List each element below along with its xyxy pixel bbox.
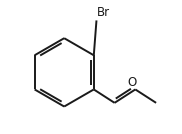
Text: Br: Br [97, 6, 110, 19]
Text: O: O [127, 76, 137, 89]
